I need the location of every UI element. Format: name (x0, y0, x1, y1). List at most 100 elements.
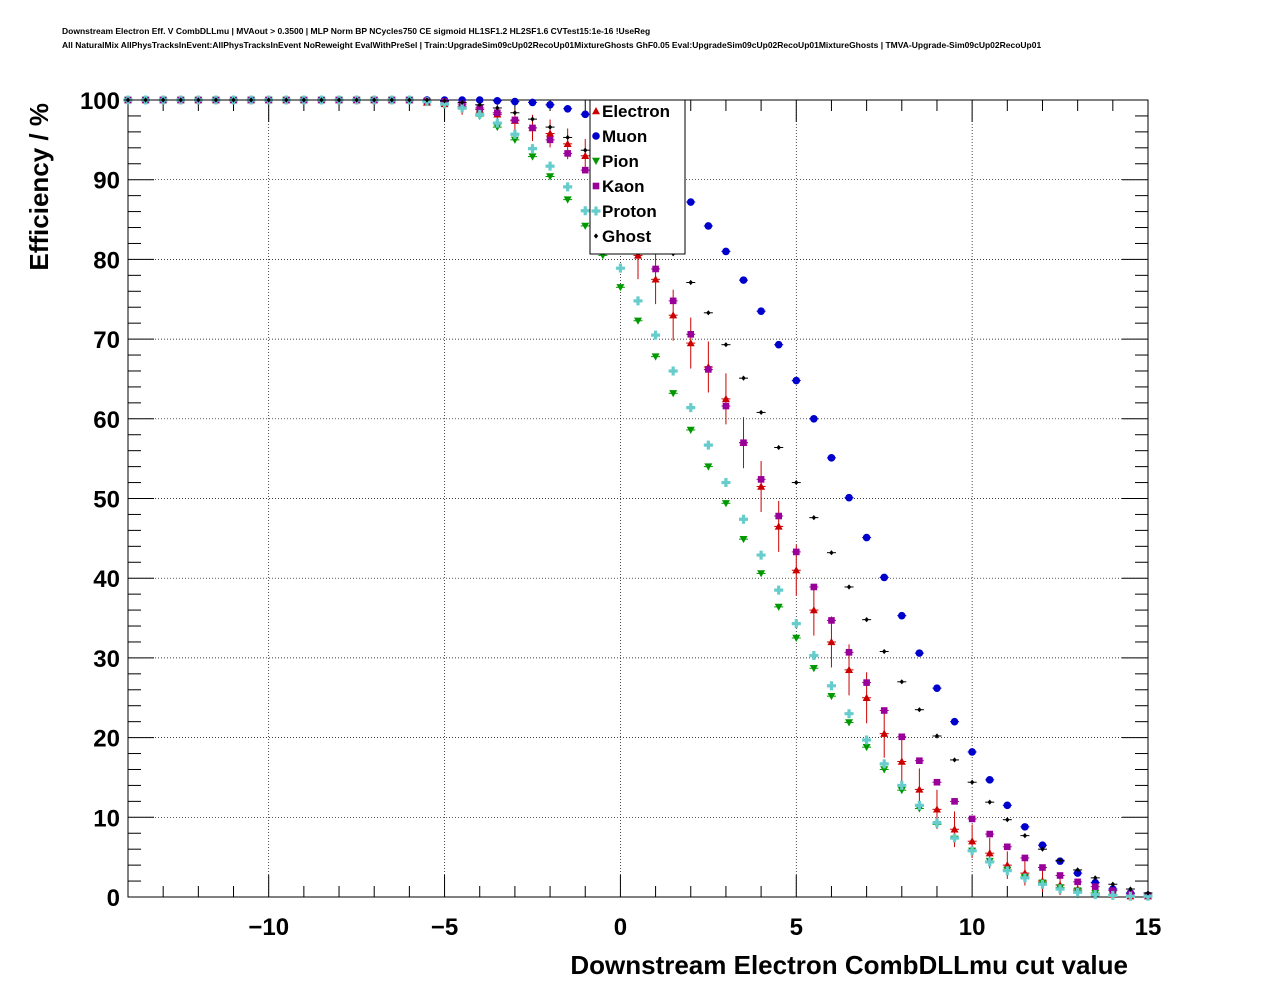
data-point (846, 584, 852, 590)
data-point (440, 99, 450, 109)
data-point (809, 606, 818, 614)
data-point (1108, 890, 1118, 900)
y-tick-label: 30 (93, 646, 120, 673)
x-tick-label: 10 (959, 914, 986, 941)
data-point (845, 665, 854, 674)
chart-title-line1: Downstream Electron Eff. V CombDLLmu | M… (62, 26, 651, 36)
data-point (563, 182, 573, 192)
legend-item-pion: Pion (592, 152, 639, 171)
data-point (528, 153, 537, 161)
data-point (899, 679, 904, 685)
data-point (1090, 890, 1100, 900)
data-point (493, 96, 502, 105)
legend: Electron Muon Pion Kaon Proton Ghost (589, 99, 686, 255)
y-tick-label: 60 (93, 407, 120, 434)
data-point (319, 97, 324, 103)
legend-item-ghost: Ghost (593, 227, 651, 246)
data-point (510, 136, 519, 144)
data-point (758, 409, 764, 416)
data-point (862, 533, 871, 542)
data-point (1040, 846, 1045, 852)
data-point (336, 97, 342, 103)
data-point (880, 766, 889, 774)
data-point (880, 573, 889, 582)
data-point (178, 97, 183, 103)
data-point (527, 144, 537, 154)
data-point (916, 757, 923, 765)
data-point (950, 825, 959, 833)
data-point (864, 617, 869, 623)
data-point (669, 390, 678, 398)
data-point (528, 98, 537, 107)
data-point (915, 649, 924, 657)
data-point (844, 709, 854, 719)
data-point (510, 129, 520, 139)
data-point (1091, 883, 1099, 890)
x-tick-label: 0 (614, 914, 627, 941)
data-point (494, 109, 501, 117)
data-point (1073, 887, 1083, 897)
data-point (882, 648, 887, 655)
data-point (1128, 886, 1133, 892)
data-point (248, 97, 254, 103)
data-point (811, 515, 817, 521)
data-point (686, 198, 695, 206)
legend-item-muon: Muon (592, 127, 647, 146)
data-point (424, 97, 430, 103)
data-point (616, 284, 625, 292)
y-axis-label: Efficiency / % (24, 103, 54, 271)
data-point (933, 684, 941, 692)
data-point (459, 99, 465, 105)
data-point (669, 311, 678, 319)
data-point (845, 719, 854, 727)
data-point (546, 100, 554, 109)
data-point (774, 585, 784, 595)
data-point (987, 799, 992, 805)
legend-marker (592, 182, 600, 190)
data-point (1055, 884, 1065, 894)
data-point (792, 634, 801, 642)
data-point (651, 330, 661, 340)
data-point (652, 265, 659, 273)
data-point (774, 603, 783, 611)
data-point (1075, 867, 1080, 873)
data-point (706, 310, 711, 316)
grid-lines (128, 100, 1148, 897)
data-point (668, 366, 678, 376)
data-point (792, 566, 801, 574)
data-point (739, 514, 749, 524)
legend-marker (592, 157, 600, 165)
x-tick-label: 5 (790, 914, 803, 941)
data-point (563, 196, 572, 204)
legend-label: Proton (602, 202, 657, 221)
legend-label: Pion (602, 152, 639, 171)
data-point (756, 550, 766, 560)
data-point (968, 748, 976, 756)
data-point (723, 342, 729, 348)
data-point (917, 707, 922, 713)
data-point (457, 103, 467, 113)
legend-marker (593, 233, 599, 239)
data-point (1056, 872, 1064, 879)
data-point (651, 275, 660, 283)
data-point (1022, 833, 1028, 839)
data-point (880, 729, 889, 737)
data-point (495, 105, 500, 111)
legend-marker (592, 132, 600, 140)
x-tick-label: 15 (1135, 914, 1162, 941)
data-point (704, 463, 713, 471)
data-point (845, 493, 853, 502)
data-point (950, 833, 960, 843)
data-point (828, 617, 835, 624)
y-tick-label: 100 (80, 88, 120, 115)
data-point (1038, 841, 1047, 849)
data-point (898, 733, 906, 741)
data-point (1020, 873, 1030, 883)
data-point (407, 97, 412, 103)
data-point (721, 478, 731, 488)
data-point (1003, 861, 1012, 869)
data-point (897, 611, 906, 620)
legend-marker (592, 107, 600, 115)
data-point (1074, 878, 1081, 886)
legend-item-kaon: Kaon (592, 177, 645, 196)
